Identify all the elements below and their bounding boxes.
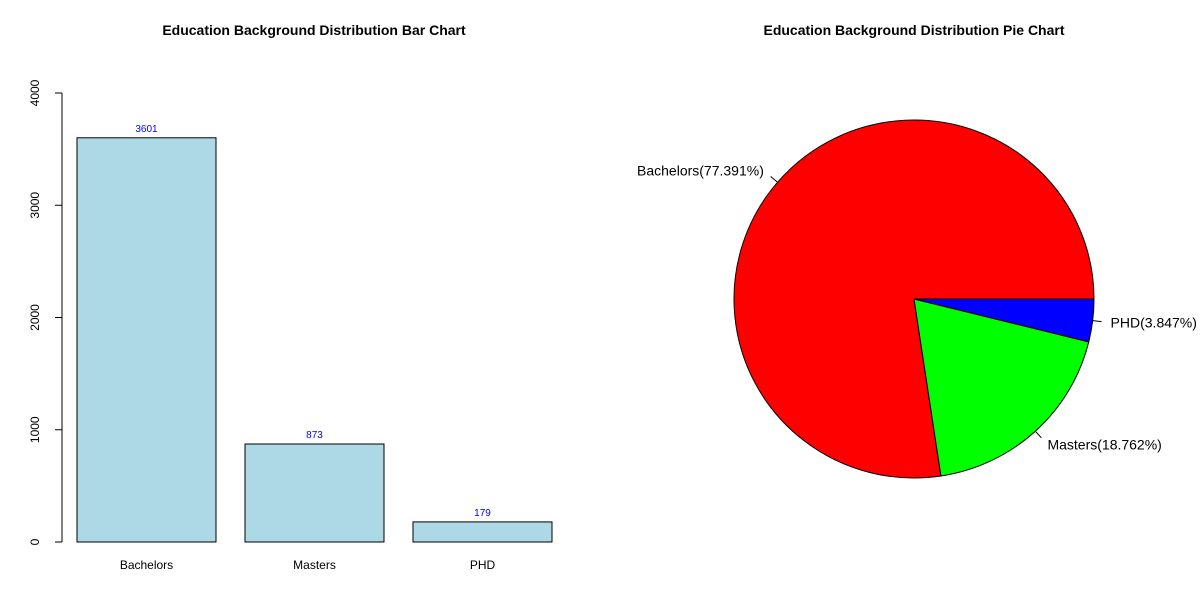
y-tick-label: 4000 bbox=[28, 79, 42, 106]
pie-chart-slices bbox=[733, 119, 1095, 479]
x-category-label: PHD bbox=[470, 558, 496, 572]
pie-label-leader bbox=[1092, 320, 1102, 323]
bar-chart-bars: 3601 Bachelors 873 Masters 179 PHD bbox=[76, 124, 553, 572]
pie-slice bbox=[913, 298, 1090, 477]
bar-chart-title: Education Background Distribution Bar Ch… bbox=[162, 22, 466, 38]
bar bbox=[244, 443, 385, 543]
pie-slice-label: PHD(3.847%) bbox=[1111, 315, 1197, 331]
pie-slice-label: Bachelors(77.391%) bbox=[637, 163, 764, 179]
bar-chart-y-axis: 0 1000 2000 3000 4000 bbox=[28, 79, 63, 545]
pie-chart-labels: Bachelors(77.391%) Masters(18.762%) PHD(3.… bbox=[637, 163, 1197, 453]
y-tick-label: 0 bbox=[28, 538, 42, 545]
bar bbox=[412, 521, 553, 543]
pie-label-leader bbox=[1034, 430, 1042, 439]
x-category-label: Masters bbox=[293, 558, 336, 572]
bar-value-label: 873 bbox=[306, 430, 323, 441]
bar-chart: Education Background Distribution Bar Ch… bbox=[28, 22, 553, 572]
bar bbox=[76, 137, 217, 543]
y-tick-label: 3000 bbox=[28, 192, 42, 219]
bar-value-label: 3601 bbox=[135, 124, 158, 135]
pie-slice-label: Masters(18.762%) bbox=[1047, 436, 1161, 452]
y-tick-label: 2000 bbox=[28, 304, 42, 331]
bar-value-label: 179 bbox=[474, 508, 491, 519]
pie-chart-title: Education Background Distribution Pie Ch… bbox=[763, 22, 1064, 38]
y-tick-label: 1000 bbox=[28, 416, 42, 443]
x-category-label: Bachelors bbox=[120, 558, 173, 572]
pie-label-leader bbox=[770, 176, 778, 183]
pie-chart: Education Background Distribution Pie Ch… bbox=[637, 22, 1197, 479]
